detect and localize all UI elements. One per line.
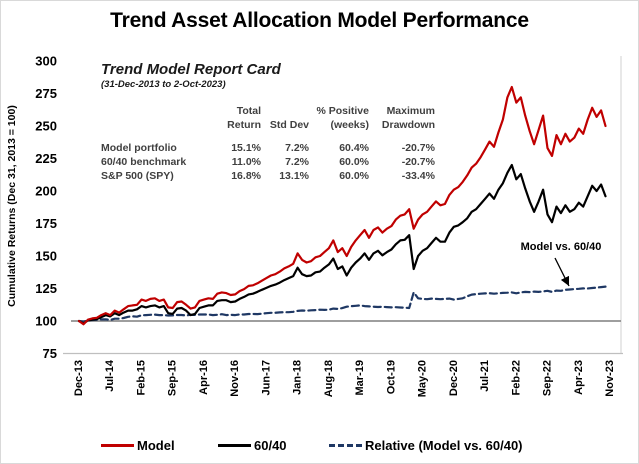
rc-header-blank <box>101 104 213 118</box>
rc-max-drawdown: -33.4% <box>401 170 435 182</box>
legend-label-model: Model <box>137 437 175 453</box>
chart-title: Trend Asset Allocation Model Performance <box>110 9 529 32</box>
x-tick-label: Sep-15 <box>167 360 179 396</box>
x-tick-label: Jul-21 <box>479 360 491 392</box>
rc-total-return: 16.8% <box>231 170 261 182</box>
rc-header-blank <box>101 118 213 132</box>
series-line-relative-model-vs-60-40- <box>77 285 607 323</box>
series-line-60-40 <box>77 163 607 325</box>
legend: Model 60/40 Relative (Model vs. 60/40) <box>1 433 638 457</box>
y-tick-label: 175 <box>35 216 57 231</box>
legend-item-relative: Relative (Model vs. 60/40) <box>329 433 523 457</box>
y-tick-label: 100 <box>35 314 57 329</box>
rc-std-dev: 7.2% <box>285 142 309 154</box>
y-axis-title: Cumulative Returns (Dec 31, 2013 = 100) <box>6 105 18 307</box>
x-tick-label: Apr-23 <box>573 360 585 395</box>
x-tick-label: Oct-19 <box>385 360 397 394</box>
rc-std-dev: 7.2% <box>285 156 309 168</box>
x-tick-label: Jun-17 <box>260 360 272 395</box>
relative-line-swatch <box>329 443 362 447</box>
rc-header: Std Dev <box>269 119 309 131</box>
report-card-title: Trend Model Report Card <box>101 61 281 78</box>
legend-item-6040: 60/40 <box>218 433 287 457</box>
legend-item-model: Model <box>101 433 175 457</box>
model-line-swatch <box>101 443 134 447</box>
x-tick-label: Aug-18 <box>323 360 335 397</box>
annotation-arrow <box>554 257 570 287</box>
x-tick-label: Apr-16 <box>198 360 210 395</box>
x-tick-label: Nov-16 <box>229 360 241 397</box>
x-tick-label: Dec-13 <box>73 360 85 396</box>
y-tick-label: 75 <box>43 346 57 361</box>
x-tick-label: Jan-18 <box>292 360 304 395</box>
rc-spacer <box>101 132 435 141</box>
rc-header: % Positive <box>316 105 369 117</box>
annotation-model-vs-6040: Model vs. 60/40 <box>521 241 602 253</box>
x-tick-label: Feb-15 <box>135 360 147 395</box>
y-tick-label: 275 <box>35 86 57 101</box>
y-tick-label: 225 <box>35 151 57 166</box>
rc-max-drawdown: -20.7% <box>401 142 435 154</box>
series-line-model <box>77 85 607 326</box>
rc-row-label: Model portfolio <box>101 142 177 154</box>
legend-label-relative: Relative (Model vs. 60/40) <box>365 437 523 453</box>
rc-header: Total <box>236 105 261 117</box>
rc-max-drawdown: -20.7% <box>401 156 435 168</box>
rc-pct-positive: 60.0% <box>339 170 369 182</box>
x-tick-label: May-20 <box>417 360 429 397</box>
x-tick-label: Nov-23 <box>604 360 616 397</box>
rc-pct-positive: 60.4% <box>339 142 369 154</box>
rc-pct-positive: 60.0% <box>339 156 369 168</box>
rc-total-return: 11.0% <box>231 156 261 168</box>
rc-row-label: S&P 500 (SPY) <box>101 170 174 182</box>
rc-header: Maximum <box>386 105 435 117</box>
y-tick-label: 125 <box>35 281 57 296</box>
x-tick-label: Jul-14 <box>104 359 116 392</box>
x-tick-label: Dec-20 <box>448 360 460 396</box>
report-card-table: Total % Positive Maximum Return Std Dev (week… <box>101 104 435 183</box>
rc-header: Drawdown <box>381 119 435 131</box>
y-tick-label: 300 <box>35 54 57 69</box>
y-tick-label: 200 <box>35 184 57 199</box>
report-card: Trend Model Report Card (31-Dec-2013 to … <box>101 61 435 183</box>
report-card-subtitle: (31-Dec-2013 to 2-Oct-2023) <box>101 79 226 90</box>
y-tick-label: 250 <box>35 119 57 134</box>
legend-label-6040: 60/40 <box>254 437 287 453</box>
x-tick-label: Sep-22 <box>542 360 554 396</box>
x-tick-label: Mar-19 <box>354 360 366 395</box>
x-tick-label: Feb-22 <box>510 360 522 395</box>
rc-total-return: 15.1% <box>231 142 261 154</box>
rc-header <box>261 104 309 118</box>
benchmark-line-swatch <box>218 443 251 447</box>
rc-header: Return <box>227 119 261 131</box>
rc-std-dev: 13.1% <box>279 170 309 182</box>
rc-header: (weeks) <box>330 119 369 131</box>
rc-row-label: 60/40 benchmark <box>101 156 187 168</box>
y-tick-label: 150 <box>35 249 57 264</box>
